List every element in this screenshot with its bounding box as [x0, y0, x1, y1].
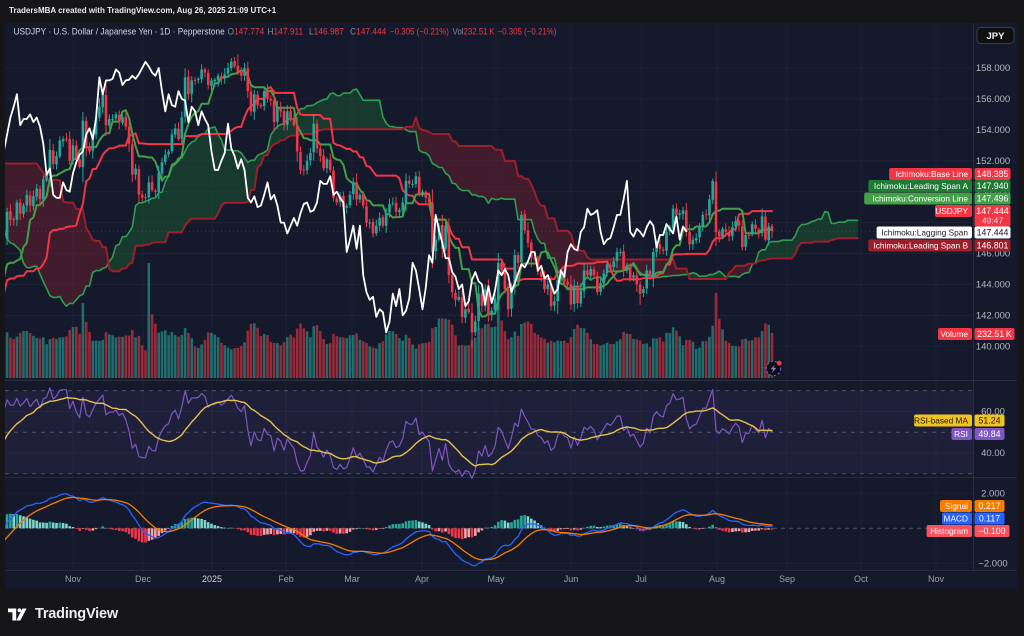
svg-text:Ichimoku:Leading Span A: Ichimoku:Leading Span A — [874, 181, 969, 191]
svg-text:146.000: 146.000 — [976, 249, 1010, 260]
svg-text:144.000: 144.000 — [976, 280, 1010, 291]
svg-text:49:47: 49:47 — [982, 216, 1004, 226]
svg-text:Mar: Mar — [344, 574, 360, 584]
svg-text:RSI: RSI — [954, 429, 968, 439]
svg-text:150.000: 150.000 — [976, 187, 1010, 198]
svg-text:Aug: Aug — [709, 574, 725, 584]
svg-text:49.84: 49.84 — [978, 429, 1000, 439]
svg-text:C147.444: C147.444 — [350, 26, 386, 36]
svg-text:147.444: 147.444 — [976, 206, 1009, 216]
svg-text:Ichimoku:Conversion Line: Ichimoku:Conversion Line — [873, 194, 969, 204]
svg-text:232.51 K: 232.51 K — [977, 329, 1012, 339]
svg-text:0.217: 0.217 — [978, 501, 1000, 511]
svg-text:142.000: 142.000 — [976, 311, 1010, 322]
svg-text:Histogram: Histogram — [930, 526, 968, 536]
svg-text:Nov: Nov — [65, 574, 82, 584]
svg-text:MACD: MACD — [944, 514, 968, 524]
svg-text:−0.305 (−0.21%): −0.305 (−0.21%) — [390, 26, 449, 37]
svg-text:−2.000: −2.000 — [978, 559, 1007, 570]
svg-text:H147.911: H147.911 — [268, 26, 304, 36]
svg-text:USDJPY · U.S. Dollar / Japanes: USDJPY · U.S. Dollar / Japanese Yen · 1D… — [14, 26, 225, 36]
svg-text:154.000: 154.000 — [976, 125, 1010, 136]
svg-text:Ichimoku:Lagging Span: Ichimoku:Lagging Span — [881, 228, 968, 238]
svg-text:Nov: Nov — [928, 574, 945, 584]
svg-text:L146.987: L146.987 — [309, 26, 344, 36]
svg-text:51.24: 51.24 — [978, 416, 1000, 426]
svg-text:Signal: Signal — [945, 501, 968, 511]
svg-text:40.00: 40.00 — [981, 448, 1005, 459]
svg-text:147.496: 147.496 — [977, 194, 1009, 204]
svg-text:May: May — [487, 574, 505, 584]
svg-text:Ichimoku:Leading Span B: Ichimoku:Leading Span B — [873, 241, 968, 251]
svg-text:Apr: Apr — [415, 574, 429, 584]
svg-text:Ichimoku:Base Line: Ichimoku:Base Line — [896, 169, 969, 179]
svg-text:RSI-based MA: RSI-based MA — [914, 416, 968, 426]
svg-text:148.385: 148.385 — [977, 169, 1009, 179]
svg-text:2025: 2025 — [202, 574, 222, 584]
svg-text:0.117: 0.117 — [979, 514, 1000, 524]
svg-text:156.000: 156.000 — [976, 94, 1010, 105]
svg-text:147.444: 147.444 — [977, 228, 1009, 238]
svg-text:−0.305 (−0.21%): −0.305 (−0.21%) — [498, 26, 557, 37]
svg-text:2.000: 2.000 — [981, 489, 1005, 500]
svg-text:Vol232.51 K: Vol232.51 K — [453, 26, 495, 37]
svg-text:Oct: Oct — [854, 574, 869, 584]
svg-text:O147.774: O147.774 — [228, 26, 265, 36]
svg-text:140.000: 140.000 — [976, 342, 1010, 353]
svg-text:Volume: Volume — [940, 329, 968, 339]
svg-text:158.000: 158.000 — [976, 63, 1010, 74]
svg-text:USDJPY: USDJPY — [935, 206, 968, 216]
svg-text:Feb: Feb — [278, 574, 294, 584]
svg-text:−0.100: −0.100 — [978, 526, 1005, 536]
svg-text:146.801: 146.801 — [977, 241, 1009, 251]
svg-text:Dec: Dec — [135, 574, 152, 584]
svg-text:60.00: 60.00 — [981, 407, 1005, 418]
svg-text:152.000: 152.000 — [976, 156, 1010, 167]
svg-text:Jul: Jul — [635, 574, 647, 584]
svg-text:JPY: JPY — [987, 31, 1006, 42]
svg-text:147.940: 147.940 — [977, 181, 1009, 191]
svg-text:Sep: Sep — [779, 574, 795, 584]
svg-text:Jun: Jun — [564, 574, 579, 584]
